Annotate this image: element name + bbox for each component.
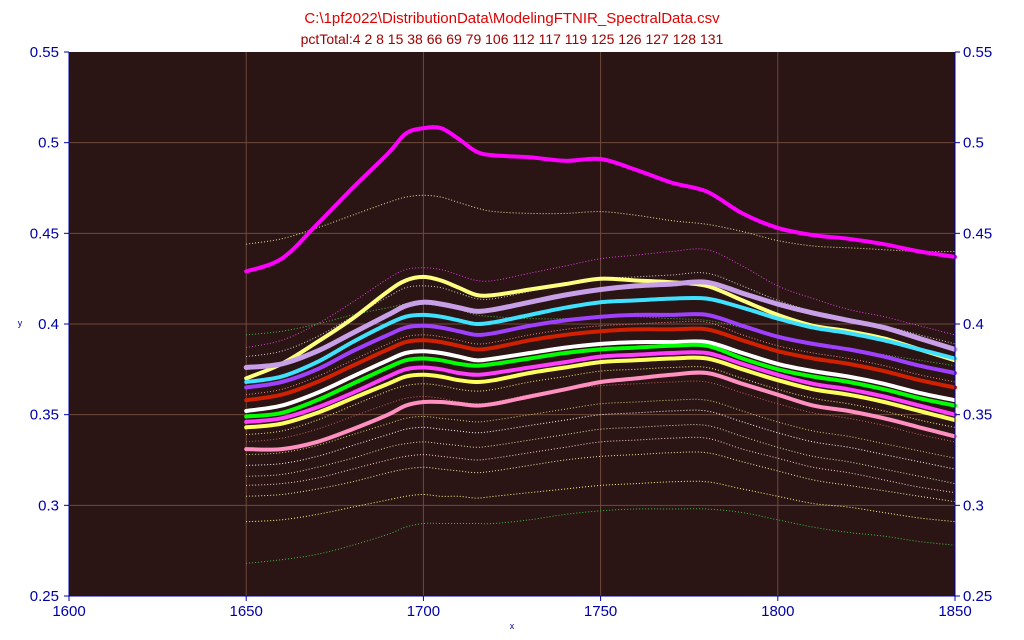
highlight-series-layer (243, 125, 958, 452)
background-series-line-4 (246, 303, 956, 367)
highlighted-series-line-4 (244, 312, 957, 390)
background-series-line-13 (246, 508, 956, 564)
background-series-line-1 (246, 248, 956, 349)
x-tick-label: 1650 (230, 603, 263, 620)
highlighted-series-line-0 (244, 125, 957, 274)
y-tick-label-left: 0.3 (38, 497, 59, 514)
y-axis-label: y (18, 318, 23, 328)
y-tick-label-left: 0.45 (30, 225, 59, 242)
background-series-line-0 (246, 194, 956, 253)
background-series-line-11 (246, 451, 956, 503)
y-tick-label-right: 0.35 (963, 407, 992, 424)
highlighted-series-line-2 (243, 279, 958, 370)
chart-title: C:\1pf2022\DistributionData\ModelingFTNI… (304, 10, 720, 27)
highlighted-series-line-7 (244, 342, 957, 419)
y-tick-label-right: 0.3 (963, 497, 984, 514)
highlighted-series-line-10 (244, 370, 957, 452)
background-series-line-5 (246, 366, 956, 436)
y-tick-label-left: 0.35 (30, 407, 59, 424)
x-tick-label: 1600 (52, 603, 85, 620)
background-series-line-3 (246, 320, 956, 396)
y-tick-label-left: 0.5 (38, 135, 59, 152)
y-tick-label-left: 0.4 (38, 316, 59, 333)
x-tick-label: 1800 (761, 603, 794, 620)
highlighted-series-line-6 (244, 339, 957, 413)
x-tick-label: 1750 (584, 603, 617, 620)
highlighted-series-line-8 (244, 350, 957, 424)
x-tick-label: 1700 (407, 603, 440, 620)
chart-subtitle: pctTotal:4 2 8 15 38 66 69 79 106 112 11… (301, 31, 724, 47)
background-series-line-12 (246, 480, 956, 523)
x-tick-label: 1850 (938, 603, 971, 620)
background-series-line-9 (246, 424, 956, 485)
y-tick-label-left: 0.25 (30, 588, 59, 605)
background-series-line-10 (246, 436, 956, 494)
y-tick-label-right: 0.25 (963, 588, 992, 605)
y-tick-label-right: 0.5 (963, 135, 984, 152)
y-tick-label-left: 0.55 (30, 44, 59, 61)
x-axis-label: x (510, 621, 515, 631)
y-tick-label-right: 0.55 (963, 44, 992, 61)
y-tick-label-right: 0.45 (963, 225, 992, 242)
y-tick-label-right: 0.4 (963, 316, 984, 333)
highlighted-series-line-3 (244, 295, 957, 384)
highlighted-series-line-5 (244, 326, 957, 403)
highlighted-series-line-9 (244, 355, 957, 430)
